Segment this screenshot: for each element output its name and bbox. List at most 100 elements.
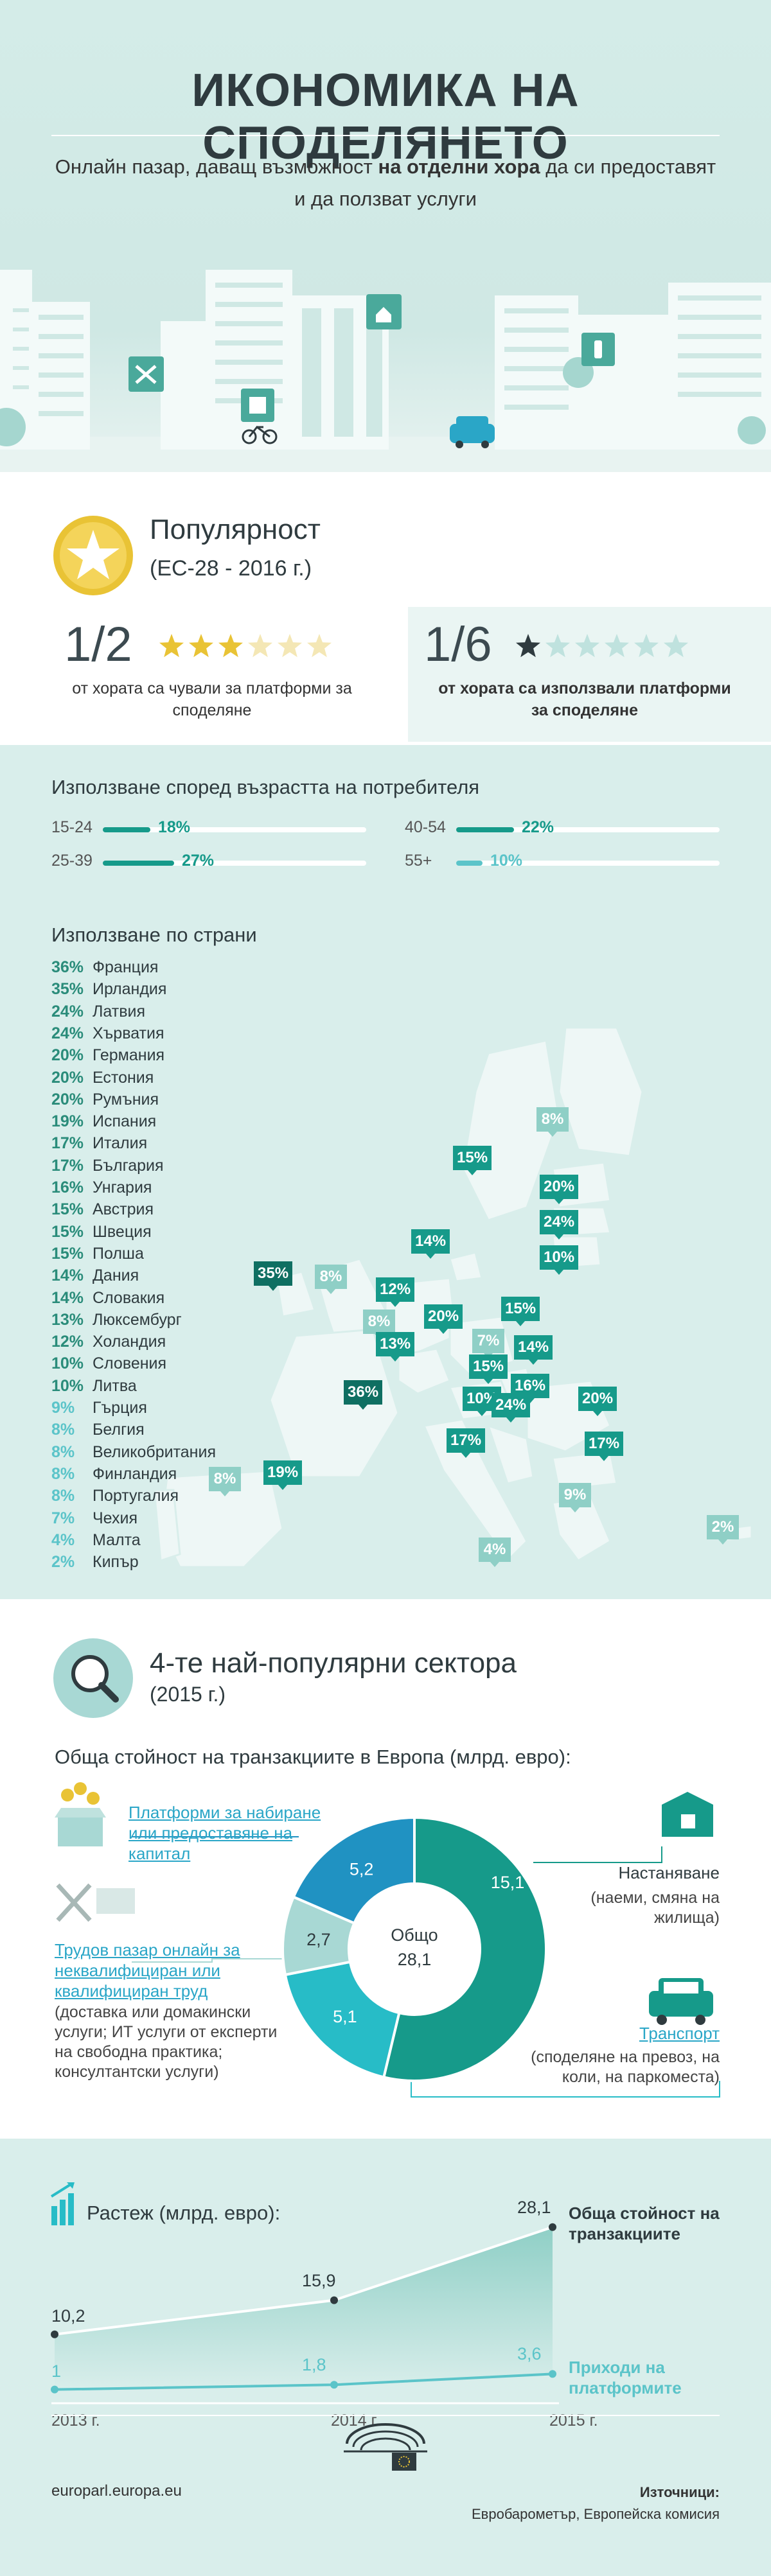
country-name: Чехия	[93, 1509, 138, 1527]
country-row: 15% Швеция	[51, 1223, 152, 1245]
country-name: Испания	[93, 1112, 157, 1131]
city-skyline-illustration	[0, 270, 771, 472]
footer-sources-label: Източници:	[639, 2484, 720, 2500]
country-name: Малта	[93, 1530, 141, 1549]
country-name: Полша	[93, 1244, 144, 1263]
footer-url[interactable]: europarl.europa.eu	[51, 2482, 182, 2500]
country-pct: 7%	[51, 1509, 75, 1527]
age-section-title: Използване според възрастта на потребите…	[51, 776, 480, 798]
map-tag-pt: 8%	[209, 1467, 241, 1496]
country-pct: 24%	[51, 1002, 84, 1021]
page-subtitle: Онлайн пазар, даващ възможност на отделн…	[51, 151, 720, 215]
country-name: Хърватия	[93, 1024, 164, 1042]
age-bar-fill	[103, 861, 174, 866]
donut-value-label: 15,1	[491, 1873, 525, 1892]
donut-center-value: 28,1	[398, 1950, 432, 1969]
country-row: 4% Малта	[51, 1531, 141, 1553]
age-bar-fill	[103, 827, 150, 832]
star-mark	[307, 634, 332, 658]
map-tag-uk: 8%	[315, 1265, 347, 1294]
country-row: 10% Литва	[51, 1377, 137, 1399]
donut-title: Обща стойност на транзакциите в Европа (…	[55, 1746, 571, 1768]
transport-label: Транспорт	[639, 2024, 720, 2043]
country-name: Франция	[93, 958, 159, 976]
growth-area	[55, 2227, 553, 2390]
growth-value-revenue: 1,8	[302, 2355, 326, 2375]
growth-year: 2013 г.	[51, 2412, 100, 2430]
star-mark	[218, 634, 243, 658]
country-name: Словакия	[93, 1288, 165, 1307]
stat-left-fraction: 1/2	[64, 617, 132, 672]
growth-point-revenue	[330, 2381, 338, 2389]
growth-series-total-label: Обща стойност на транзакциите	[569, 2204, 720, 2243]
map-tag-sk: 14%	[514, 1335, 553, 1365]
country-pct: 20%	[51, 1068, 84, 1087]
subtitle-post: да си предоставят и да ползват услуги	[294, 155, 716, 210]
sectors-donut-chart: Общо 28,1 15,1 5,1 2,7 5,2	[55, 1782, 720, 2098]
growth-title: Растеж (млрд. евро):	[87, 2202, 281, 2224]
map-tag-fr: 36%	[344, 1380, 383, 1410]
country-pct: 24%	[51, 1024, 84, 1042]
country-row: 36% Франция	[51, 958, 158, 980]
country-name: Финландия	[93, 1464, 177, 1483]
country-pct: 8%	[51, 1442, 75, 1461]
map-tag-ee: 20%	[540, 1175, 579, 1204]
country-row: 10% Словения	[51, 1354, 166, 1376]
growth-series-revenue-label: Приходи на платформите	[569, 2358, 682, 2397]
countries-section	[0, 902, 771, 1599]
country-pct: 36%	[51, 958, 84, 976]
country-name: Румъния	[93, 1090, 159, 1108]
page-title: ИКОНОМИКА НА СПОДЕЛЯНЕТО	[191, 65, 580, 169]
growth-point-total	[549, 2223, 556, 2231]
transport-description: (споделяне на превоз, на коли, на парком…	[531, 2048, 720, 2086]
country-row: 20% Германия	[51, 1046, 164, 1068]
map-tag-dk: 14%	[411, 1229, 450, 1259]
country-pct: 20%	[51, 1046, 84, 1065]
country-pct: 20%	[51, 1090, 84, 1108]
map-tag-ro: 20%	[578, 1387, 617, 1416]
star-icon	[53, 516, 133, 595]
stars-right-rating	[516, 634, 688, 658]
age-section	[0, 745, 771, 902]
age-bar-track	[456, 827, 720, 832]
country-name: Кипър	[93, 1553, 139, 1572]
growth-point-total	[51, 2330, 58, 2338]
country-row: 20% Естония	[51, 1069, 154, 1091]
country-pct: 8%	[51, 1421, 75, 1439]
country-pct: 10%	[51, 1354, 84, 1373]
country-pct: 14%	[51, 1288, 84, 1307]
map-tag-nl: 12%	[376, 1277, 415, 1307]
tools-icon	[56, 1883, 135, 1922]
country-pct: 17%	[51, 1134, 84, 1153]
car-icon	[649, 1978, 713, 2025]
map-tag-lu: 13%	[376, 1332, 415, 1362]
star-mark	[278, 634, 302, 658]
donut-center-label: Общо	[391, 1925, 438, 1945]
country-row: 8% Португалия	[51, 1487, 179, 1509]
countries-section-title: Използване по страни	[51, 924, 257, 946]
star-mark	[516, 634, 540, 658]
map-tag-gr: 9%	[559, 1483, 591, 1512]
country-row: 20% Румъния	[51, 1091, 159, 1112]
country-pct: 9%	[51, 1399, 75, 1417]
age-label: 15-24	[51, 818, 93, 836]
country-row: 8% Белгия	[51, 1421, 145, 1442]
country-name: Германия	[93, 1046, 165, 1065]
country-row: 2% Кипър	[51, 1553, 139, 1575]
country-pct: 13%	[51, 1310, 84, 1329]
map-tag-be: 8%	[363, 1310, 395, 1339]
growth-value-total: 28,1	[517, 2197, 551, 2217]
stat-right-text: от хората са използвали платформи за спо…	[438, 679, 731, 719]
country-row: 12% Холандия	[51, 1333, 166, 1354]
housing-description: (наеми, смяна на жилища)	[590, 1889, 720, 1927]
country-pct: 35%	[51, 980, 84, 999]
country-name: Гърция	[93, 1399, 147, 1417]
age-label: 25-39	[51, 852, 93, 870]
country-pct: 16%	[51, 1178, 84, 1196]
popularity-title: Популярност	[150, 514, 321, 545]
country-name: Холандия	[93, 1333, 166, 1351]
star-mark	[634, 634, 659, 658]
capital-label: Платформи за набиране или предоставяне н…	[128, 1803, 321, 1863]
country-row: 35% Ирландия	[51, 980, 166, 1002]
country-pct: 2%	[51, 1553, 75, 1572]
